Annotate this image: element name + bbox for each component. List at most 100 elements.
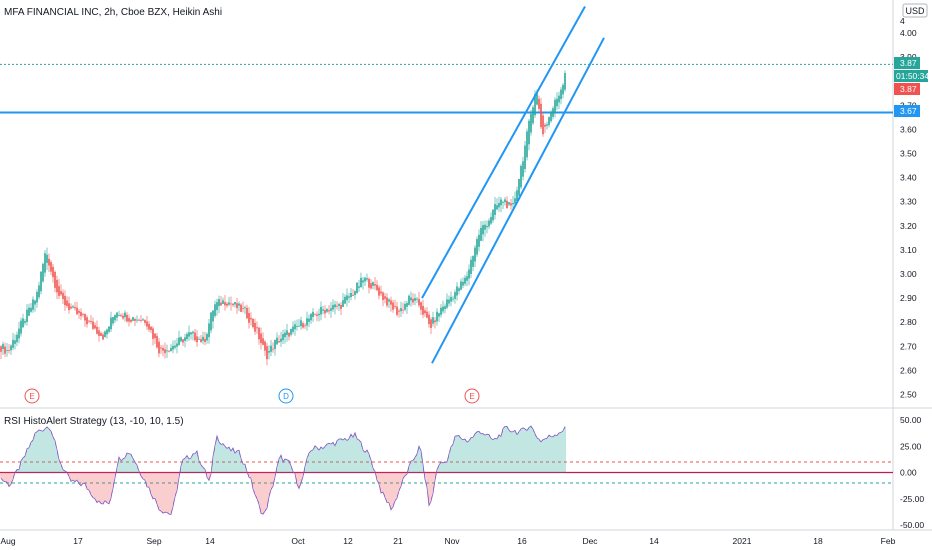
candle-body <box>52 266 54 278</box>
candle-body <box>334 304 336 308</box>
candle-body <box>242 308 244 310</box>
candle-body <box>446 299 448 308</box>
candle-body <box>408 295 410 305</box>
candle-body <box>298 325 300 327</box>
candle-body <box>202 336 204 341</box>
candle-body <box>104 331 106 337</box>
candle-body <box>302 323 304 328</box>
candle-body <box>550 112 552 122</box>
candle-body <box>174 345 176 348</box>
candle-body <box>424 310 426 314</box>
candle-body <box>530 113 532 133</box>
candle-body <box>132 317 134 321</box>
candle-body <box>332 305 334 310</box>
price-tick-label: 4 <box>900 16 905 26</box>
candle-body <box>86 317 88 325</box>
candle-body <box>190 332 192 335</box>
event-marker-e[interactable]: E <box>464 388 480 404</box>
candle-body <box>30 307 32 312</box>
candle-body <box>32 299 34 310</box>
time-tick-label: 17 <box>73 536 83 546</box>
candle-body <box>338 303 340 306</box>
candle-body <box>404 303 406 310</box>
candle-body <box>248 313 250 323</box>
candle-body <box>260 333 262 344</box>
candle-body <box>66 300 68 306</box>
candle-body <box>166 350 168 352</box>
candle-body <box>164 349 166 354</box>
parallel-channel[interactable] <box>421 5 605 364</box>
candle-body <box>112 317 114 324</box>
candle-body <box>290 329 292 335</box>
candle-body <box>216 302 218 311</box>
price-tick-label: 2.80 <box>900 317 917 327</box>
level-price-tag: 3.67 <box>894 105 920 117</box>
candle-body <box>78 310 80 313</box>
candle-body <box>98 330 100 336</box>
candle-body <box>282 334 284 341</box>
horizontal-levels[interactable] <box>0 63 893 114</box>
candle-body <box>250 317 252 320</box>
candle-body <box>176 343 178 347</box>
candle-body <box>122 315 124 319</box>
candle-body <box>480 227 482 241</box>
event-marker-e[interactable]: E <box>24 388 40 404</box>
candle-body <box>152 328 154 339</box>
candle-body <box>96 326 98 334</box>
price-tick-label: 3.60 <box>900 124 917 134</box>
candle-body <box>270 345 272 352</box>
candle-body <box>72 306 74 308</box>
candle-body <box>286 330 288 335</box>
candle-body <box>26 309 28 322</box>
candle-body <box>474 247 476 262</box>
candle-body <box>402 309 404 311</box>
candle-body <box>108 326 110 332</box>
time-tick-label: Aug <box>0 536 15 546</box>
candle-body <box>80 311 82 317</box>
candle-body <box>358 286 360 288</box>
candle-body <box>90 321 92 323</box>
candle-body <box>28 307 30 316</box>
svg-text:01:50:34: 01:50:34 <box>896 71 929 81</box>
indicator-title: RSI HistoAlert Strategy (13, -10, 10, 1.… <box>4 416 184 427</box>
candle-body <box>292 326 294 332</box>
candle-body <box>416 298 418 300</box>
indicator-tick-label: 25.00 <box>900 441 922 451</box>
candle-body <box>120 315 122 317</box>
candle-body <box>64 295 66 306</box>
candle-body <box>538 98 540 109</box>
last-price-tag: 3.87 <box>894 57 920 69</box>
candle-body <box>532 107 534 124</box>
currency-label: USD <box>905 6 925 16</box>
candle-body <box>236 303 238 309</box>
price-tick-label: 2.70 <box>900 341 917 351</box>
channel-line-1[interactable] <box>421 5 586 299</box>
time-tick-label: 16 <box>517 536 527 546</box>
candle-body <box>564 73 566 90</box>
candlestick-series <box>0 70 566 366</box>
candle-body <box>206 333 208 341</box>
candle-body <box>214 304 216 316</box>
candle-body <box>418 299 420 306</box>
candle-body <box>144 319 146 323</box>
candle-body <box>172 345 174 350</box>
candle-body <box>484 224 486 230</box>
channel-line-2[interactable] <box>431 37 605 364</box>
candle-body <box>210 312 212 331</box>
candle-body <box>60 291 62 295</box>
candle-body <box>76 307 78 315</box>
candle-body <box>88 320 90 322</box>
candle-body <box>84 314 86 321</box>
currency-box[interactable] <box>902 3 928 18</box>
candle-body <box>194 332 196 341</box>
candle-body <box>56 279 58 293</box>
price-tick-label: 2.60 <box>900 365 917 375</box>
candle-body <box>226 303 228 306</box>
svg-text:3.87: 3.87 <box>900 84 917 94</box>
candle-body <box>562 84 564 95</box>
candle-body <box>318 313 320 316</box>
candle-body <box>514 198 516 204</box>
event-marker-d[interactable]: D <box>278 388 294 404</box>
